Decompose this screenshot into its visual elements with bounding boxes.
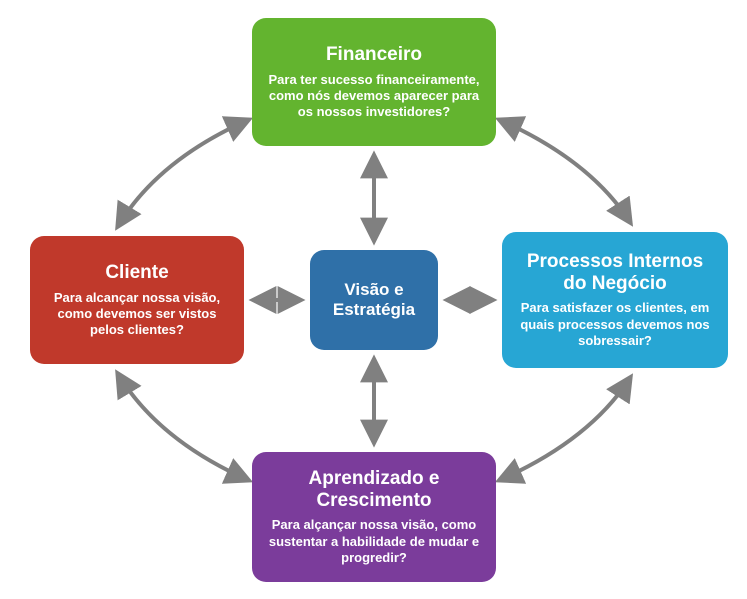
- node-right-title: Processos Internos do Negócio: [516, 251, 714, 295]
- node-bottom-title: Aprendizado e Crescimento: [266, 468, 482, 512]
- node-top-desc: Para ter sucesso financeiramente, como n…: [266, 72, 482, 121]
- node-right-desc: Para satisfazer os clientes, em quais pr…: [516, 300, 714, 349]
- node-center-vision-strategy: Visão e Estratégia: [310, 250, 438, 350]
- node-top-financeiro: Financeiro Para ter sucesso financeirame…: [252, 18, 496, 146]
- node-center-title: Visão e Estratégia: [324, 280, 424, 319]
- node-left-title: Cliente: [105, 262, 168, 284]
- diagram-stage: Visão e Estratégia Financeiro Para ter s…: [0, 0, 747, 599]
- node-left-cliente: Cliente Para alcançar nossa visão, como …: [30, 236, 244, 364]
- node-right-processos: Processos Internos do Negócio Para satis…: [502, 232, 728, 368]
- node-top-title: Financeiro: [326, 44, 422, 66]
- node-bottom-aprendizado: Aprendizado e Crescimento Para alçançar …: [252, 452, 496, 582]
- node-bottom-desc: Para alçançar nossa visão, como sustenta…: [266, 517, 482, 566]
- node-left-desc: Para alcançar nossa visão, como devemos …: [44, 290, 230, 339]
